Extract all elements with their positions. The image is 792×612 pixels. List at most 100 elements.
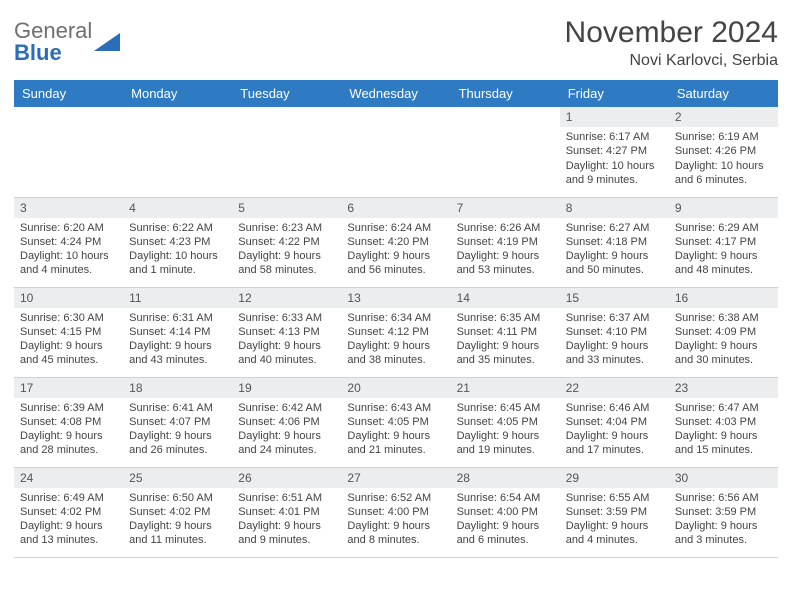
day-body: Sunrise: 6:52 AMSunset: 4:00 PMDaylight:…	[341, 488, 450, 552]
sunrise-text: Sunrise: 6:31 AM	[129, 311, 226, 325]
sunset-text: Sunset: 3:59 PM	[566, 505, 663, 519]
sunset-text: Sunset: 4:11 PM	[457, 325, 554, 339]
sunset-text: Sunset: 4:17 PM	[675, 235, 772, 249]
weekday-header: Thursday	[451, 80, 560, 107]
daylight-text: Daylight: 9 hours and 40 minutes.	[238, 339, 335, 368]
sunset-text: Sunset: 4:10 PM	[566, 325, 663, 339]
calendar-cell: 24Sunrise: 6:49 AMSunset: 4:02 PMDayligh…	[14, 467, 123, 557]
sunrise-text: Sunrise: 6:46 AM	[566, 401, 663, 415]
calendar-body: 1Sunrise: 6:17 AMSunset: 4:27 PMDaylight…	[14, 107, 778, 557]
day-number: 2	[669, 107, 778, 127]
title-block: November 2024 Novi Karlovci, Serbia	[565, 16, 778, 70]
day-body: Sunrise: 6:56 AMSunset: 3:59 PMDaylight:…	[669, 488, 778, 552]
daylight-text: Daylight: 9 hours and 6 minutes.	[457, 519, 554, 548]
weekday-header: Friday	[560, 80, 669, 107]
calendar-head: SundayMondayTuesdayWednesdayThursdayFrid…	[14, 80, 778, 107]
sunrise-text: Sunrise: 6:47 AM	[675, 401, 772, 415]
sunset-text: Sunset: 3:59 PM	[675, 505, 772, 519]
calendar-cell: 11Sunrise: 6:31 AMSunset: 4:14 PMDayligh…	[123, 287, 232, 377]
calendar-cell: 19Sunrise: 6:42 AMSunset: 4:06 PMDayligh…	[232, 377, 341, 467]
sunset-text: Sunset: 4:01 PM	[238, 505, 335, 519]
calendar-cell: 15Sunrise: 6:37 AMSunset: 4:10 PMDayligh…	[560, 287, 669, 377]
calendar-cell: 12Sunrise: 6:33 AMSunset: 4:13 PMDayligh…	[232, 287, 341, 377]
daylight-text: Daylight: 10 hours and 4 minutes.	[20, 249, 117, 278]
day-body: Sunrise: 6:27 AMSunset: 4:18 PMDaylight:…	[560, 218, 669, 282]
sunrise-text: Sunrise: 6:51 AM	[238, 491, 335, 505]
day-number: 26	[232, 468, 341, 488]
month-title: November 2024	[565, 16, 778, 50]
calendar-cell: 30Sunrise: 6:56 AMSunset: 3:59 PMDayligh…	[669, 467, 778, 557]
sunrise-text: Sunrise: 6:34 AM	[347, 311, 444, 325]
daylight-text: Daylight: 9 hours and 26 minutes.	[129, 429, 226, 458]
daylight-text: Daylight: 9 hours and 21 minutes.	[347, 429, 444, 458]
sunset-text: Sunset: 4:02 PM	[20, 505, 117, 519]
day-number: 24	[14, 468, 123, 488]
calendar-cell: 27Sunrise: 6:52 AMSunset: 4:00 PMDayligh…	[341, 467, 450, 557]
day-number: 27	[341, 468, 450, 488]
sunrise-text: Sunrise: 6:42 AM	[238, 401, 335, 415]
location: Novi Karlovci, Serbia	[565, 52, 778, 70]
sunset-text: Sunset: 4:05 PM	[347, 415, 444, 429]
sunset-text: Sunset: 4:03 PM	[675, 415, 772, 429]
sunrise-text: Sunrise: 6:49 AM	[20, 491, 117, 505]
sunrise-text: Sunrise: 6:54 AM	[457, 491, 554, 505]
day-body: Sunrise: 6:17 AMSunset: 4:27 PMDaylight:…	[560, 127, 669, 191]
calendar-week: 1Sunrise: 6:17 AMSunset: 4:27 PMDaylight…	[14, 107, 778, 197]
header: General Blue November 2024 Novi Karlovci…	[14, 16, 778, 70]
weekday-header: Tuesday	[232, 80, 341, 107]
calendar-cell: 26Sunrise: 6:51 AMSunset: 4:01 PMDayligh…	[232, 467, 341, 557]
sunrise-text: Sunrise: 6:23 AM	[238, 221, 335, 235]
sunrise-text: Sunrise: 6:17 AM	[566, 130, 663, 144]
sunrise-text: Sunrise: 6:39 AM	[20, 401, 117, 415]
day-number: 28	[451, 468, 560, 488]
weekday-header: Sunday	[14, 80, 123, 107]
sunrise-text: Sunrise: 6:50 AM	[129, 491, 226, 505]
calendar-cell: 17Sunrise: 6:39 AMSunset: 4:08 PMDayligh…	[14, 377, 123, 467]
day-body: Sunrise: 6:19 AMSunset: 4:26 PMDaylight:…	[669, 127, 778, 191]
daylight-text: Daylight: 9 hours and 56 minutes.	[347, 249, 444, 278]
sunrise-text: Sunrise: 6:27 AM	[566, 221, 663, 235]
sunrise-text: Sunrise: 6:41 AM	[129, 401, 226, 415]
sunrise-text: Sunrise: 6:52 AM	[347, 491, 444, 505]
calendar-cell: 3Sunrise: 6:20 AMSunset: 4:24 PMDaylight…	[14, 197, 123, 287]
day-body: Sunrise: 6:24 AMSunset: 4:20 PMDaylight:…	[341, 218, 450, 282]
day-body: Sunrise: 6:41 AMSunset: 4:07 PMDaylight:…	[123, 398, 232, 462]
day-body: Sunrise: 6:45 AMSunset: 4:05 PMDaylight:…	[451, 398, 560, 462]
calendar-week: 17Sunrise: 6:39 AMSunset: 4:08 PMDayligh…	[14, 377, 778, 467]
daylight-text: Daylight: 9 hours and 13 minutes.	[20, 519, 117, 548]
day-body: Sunrise: 6:49 AMSunset: 4:02 PMDaylight:…	[14, 488, 123, 552]
day-number: 6	[341, 198, 450, 218]
sunrise-text: Sunrise: 6:45 AM	[457, 401, 554, 415]
sunset-text: Sunset: 4:07 PM	[129, 415, 226, 429]
calendar-cell	[14, 107, 123, 197]
day-body: Sunrise: 6:22 AMSunset: 4:23 PMDaylight:…	[123, 218, 232, 282]
calendar-cell: 29Sunrise: 6:55 AMSunset: 3:59 PMDayligh…	[560, 467, 669, 557]
sunset-text: Sunset: 4:22 PM	[238, 235, 335, 249]
sunset-text: Sunset: 4:08 PM	[20, 415, 117, 429]
day-body: Sunrise: 6:37 AMSunset: 4:10 PMDaylight:…	[560, 308, 669, 372]
brand-triangle-icon	[94, 29, 120, 56]
sunrise-text: Sunrise: 6:19 AM	[675, 130, 772, 144]
sunset-text: Sunset: 4:18 PM	[566, 235, 663, 249]
day-body: Sunrise: 6:23 AMSunset: 4:22 PMDaylight:…	[232, 218, 341, 282]
day-body: Sunrise: 6:26 AMSunset: 4:19 PMDaylight:…	[451, 218, 560, 282]
calendar-cell: 21Sunrise: 6:45 AMSunset: 4:05 PMDayligh…	[451, 377, 560, 467]
daylight-text: Daylight: 9 hours and 19 minutes.	[457, 429, 554, 458]
sunset-text: Sunset: 4:24 PM	[20, 235, 117, 249]
day-body: Sunrise: 6:31 AMSunset: 4:14 PMDaylight:…	[123, 308, 232, 372]
sunrise-text: Sunrise: 6:38 AM	[675, 311, 772, 325]
daylight-text: Daylight: 9 hours and 58 minutes.	[238, 249, 335, 278]
day-number: 18	[123, 378, 232, 398]
weekday-header: Saturday	[669, 80, 778, 107]
daylight-text: Daylight: 9 hours and 38 minutes.	[347, 339, 444, 368]
weekday-header: Wednesday	[341, 80, 450, 107]
sunrise-text: Sunrise: 6:56 AM	[675, 491, 772, 505]
sunset-text: Sunset: 4:13 PM	[238, 325, 335, 339]
day-body: Sunrise: 6:55 AMSunset: 3:59 PMDaylight:…	[560, 488, 669, 552]
calendar-cell: 8Sunrise: 6:27 AMSunset: 4:18 PMDaylight…	[560, 197, 669, 287]
calendar-cell: 23Sunrise: 6:47 AMSunset: 4:03 PMDayligh…	[669, 377, 778, 467]
calendar-cell: 1Sunrise: 6:17 AMSunset: 4:27 PMDaylight…	[560, 107, 669, 197]
sunrise-text: Sunrise: 6:43 AM	[347, 401, 444, 415]
daylight-text: Daylight: 9 hours and 17 minutes.	[566, 429, 663, 458]
sunrise-text: Sunrise: 6:35 AM	[457, 311, 554, 325]
